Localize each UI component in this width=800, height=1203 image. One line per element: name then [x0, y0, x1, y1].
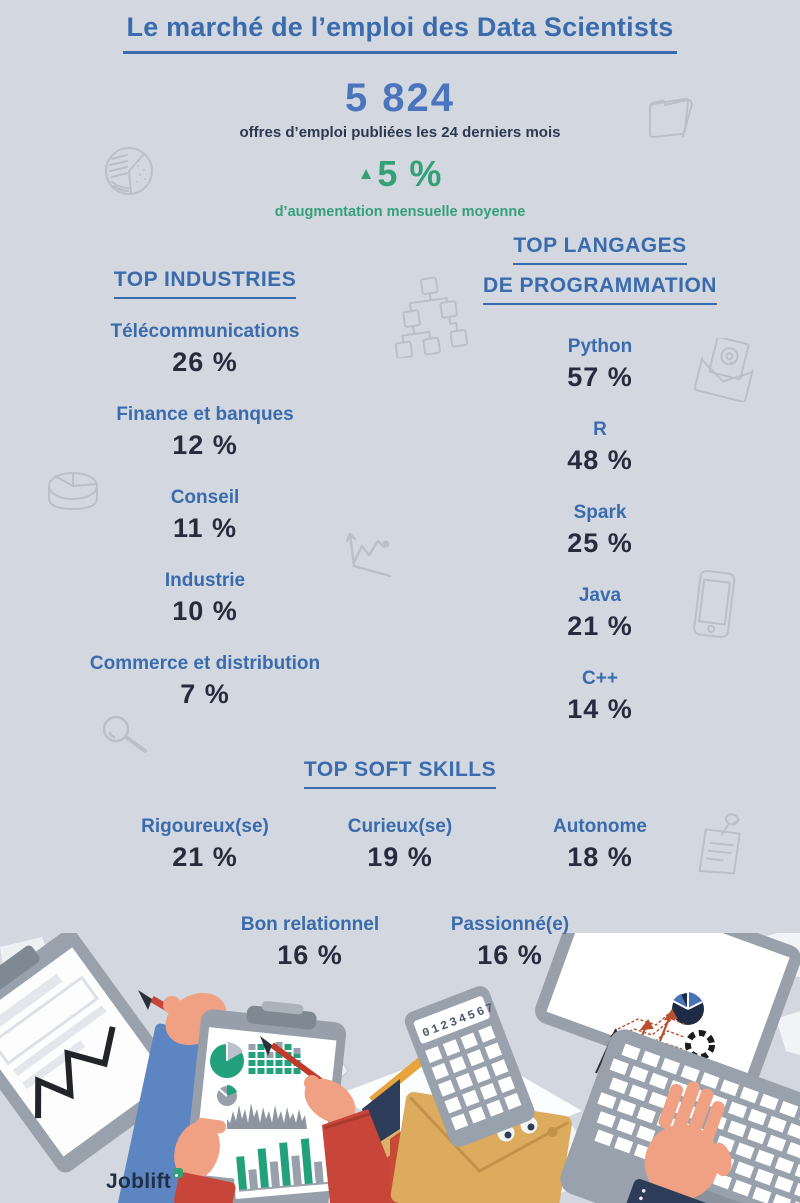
industry-label: Commerce et distribution [89, 653, 321, 674]
page-title: Le marché de l’emploi des Data Scientist… [122, 12, 678, 54]
skill-item: Rigoureux(se) 21 % [55, 814, 355, 875]
skill-label: Curieux(se) [347, 816, 453, 837]
industry-value: 26 % [172, 347, 238, 377]
language-item: Python 57 % [405, 334, 795, 395]
pinned-note-sketch-icon [698, 813, 741, 875]
industry-label: Industrie [164, 570, 246, 591]
red-sleeve [322, 1109, 402, 1203]
section-soft-skills: TOP SOFT SKILLS [0, 758, 800, 789]
industry-item: Télécommunications 26 % [15, 319, 395, 380]
screen-donut-chart [685, 1030, 715, 1060]
languages-title-line2: DE PROGRAMMATION [483, 274, 717, 305]
language-label: Spark [573, 502, 627, 523]
language-value: 57 % [567, 362, 633, 392]
smartphone-sketch-icon [693, 569, 736, 639]
language-value: 14 % [567, 694, 633, 724]
brand-logo: Joblift [106, 1168, 184, 1194]
skill-label: Passionné(e) [450, 914, 570, 935]
industry-item: Commerce et distribution 7 % [15, 651, 395, 712]
industry-label: Conseil [170, 487, 240, 508]
brand-name: Joblift [106, 1170, 172, 1193]
brand-mark-icon [173, 1168, 184, 1178]
section-industries: TOP INDUSTRIES Télécommunications 26 % F… [15, 268, 395, 734]
typing-hand [621, 1081, 732, 1203]
section-languages: TOP LANGAGES DE PROGRAMMATION Python 57 … [405, 234, 795, 749]
industry-label: Finance et banques [116, 404, 294, 425]
language-value: 21 % [567, 611, 633, 641]
language-item: R 48 % [405, 417, 795, 478]
histogram [227, 1103, 307, 1129]
skill-value: 18 % [567, 842, 633, 872]
calculator-keys [425, 1024, 525, 1131]
industry-item: Industrie 10 % [15, 568, 395, 629]
language-label: Python [567, 336, 633, 357]
email-sketch-icon [693, 338, 754, 402]
navy-sleeve [621, 1179, 712, 1203]
red-cuff [174, 1172, 236, 1203]
language-item: Java 21 % [405, 583, 795, 644]
right-arm [260, 1036, 402, 1203]
zigzag-line [35, 1026, 116, 1119]
industry-item: Conseil 11 % [15, 485, 395, 546]
industry-item: Finance et banques 12 % [15, 402, 395, 463]
desk-illustration: 01234567 [0, 933, 800, 1203]
languages-title-line1: TOP LANGAGES [513, 234, 687, 265]
skill-value: 16 % [477, 940, 543, 970]
pie-chart-sketch-icon [105, 147, 153, 195]
job-count-caption: offres d’emploi publiées les 24 derniers… [239, 124, 561, 141]
job-count: 5 824 [344, 76, 456, 120]
skill-value: 16 % [277, 940, 343, 970]
growth-stat: ▲5 % [0, 154, 800, 202]
language-label: Java [578, 585, 622, 606]
up-arrow-icon: ▲ [357, 164, 375, 183]
language-item: Spark 25 % [405, 500, 795, 561]
skill-item: Curieux(se) 19 % [250, 814, 550, 875]
skill-value: 21 % [172, 842, 238, 872]
growth-value: 5 % [377, 153, 443, 194]
trend-chart-sketch-icon [345, 532, 392, 578]
language-value: 25 % [567, 528, 633, 558]
skill-label: Bon relationnel [240, 914, 380, 935]
clipboard-zigzag [0, 933, 184, 1173]
holding-hand [174, 1121, 220, 1181]
skill-label: Autonome [553, 816, 647, 837]
growth-caption: d’augmentation mensuelle moyenne [274, 204, 526, 220]
header: Le marché de l’emploi des Data Scientist… [0, 12, 800, 54]
skill-item: Autonome 18 % [450, 814, 750, 875]
industry-label: Télécommunications [110, 321, 300, 342]
soft-skills-title: TOP SOFT SKILLS [303, 758, 497, 789]
language-label: C++ [582, 668, 618, 689]
industry-value: 12 % [172, 430, 238, 460]
pie-3d-sketch-icon [48, 472, 98, 511]
industry-value: 11 % [172, 513, 238, 543]
magnifier-sketch-icon [102, 715, 147, 753]
language-label: R [593, 419, 607, 440]
industries-title: TOP INDUSTRIES [113, 268, 297, 299]
calculator: 01234567 [404, 986, 535, 1147]
hero-stats: 5 824 offres d’emploi publiées les 24 de… [0, 76, 800, 221]
language-item: C++ 14 % [405, 666, 795, 727]
flowchart-sketch-icon [394, 276, 469, 358]
industry-value: 7 % [180, 679, 230, 709]
skill-label: Rigoureux(se) [141, 816, 269, 837]
bar-chart [236, 1138, 324, 1191]
skill-item: Passionné(e) 16 % [360, 912, 660, 973]
industry-value: 10 % [172, 596, 238, 626]
language-value: 48 % [567, 445, 633, 475]
skill-item: Bon relationnel 16 % [160, 912, 460, 973]
envelope [390, 1091, 572, 1203]
folder-sketch-icon [649, 97, 693, 138]
skill-value: 19 % [367, 842, 433, 872]
